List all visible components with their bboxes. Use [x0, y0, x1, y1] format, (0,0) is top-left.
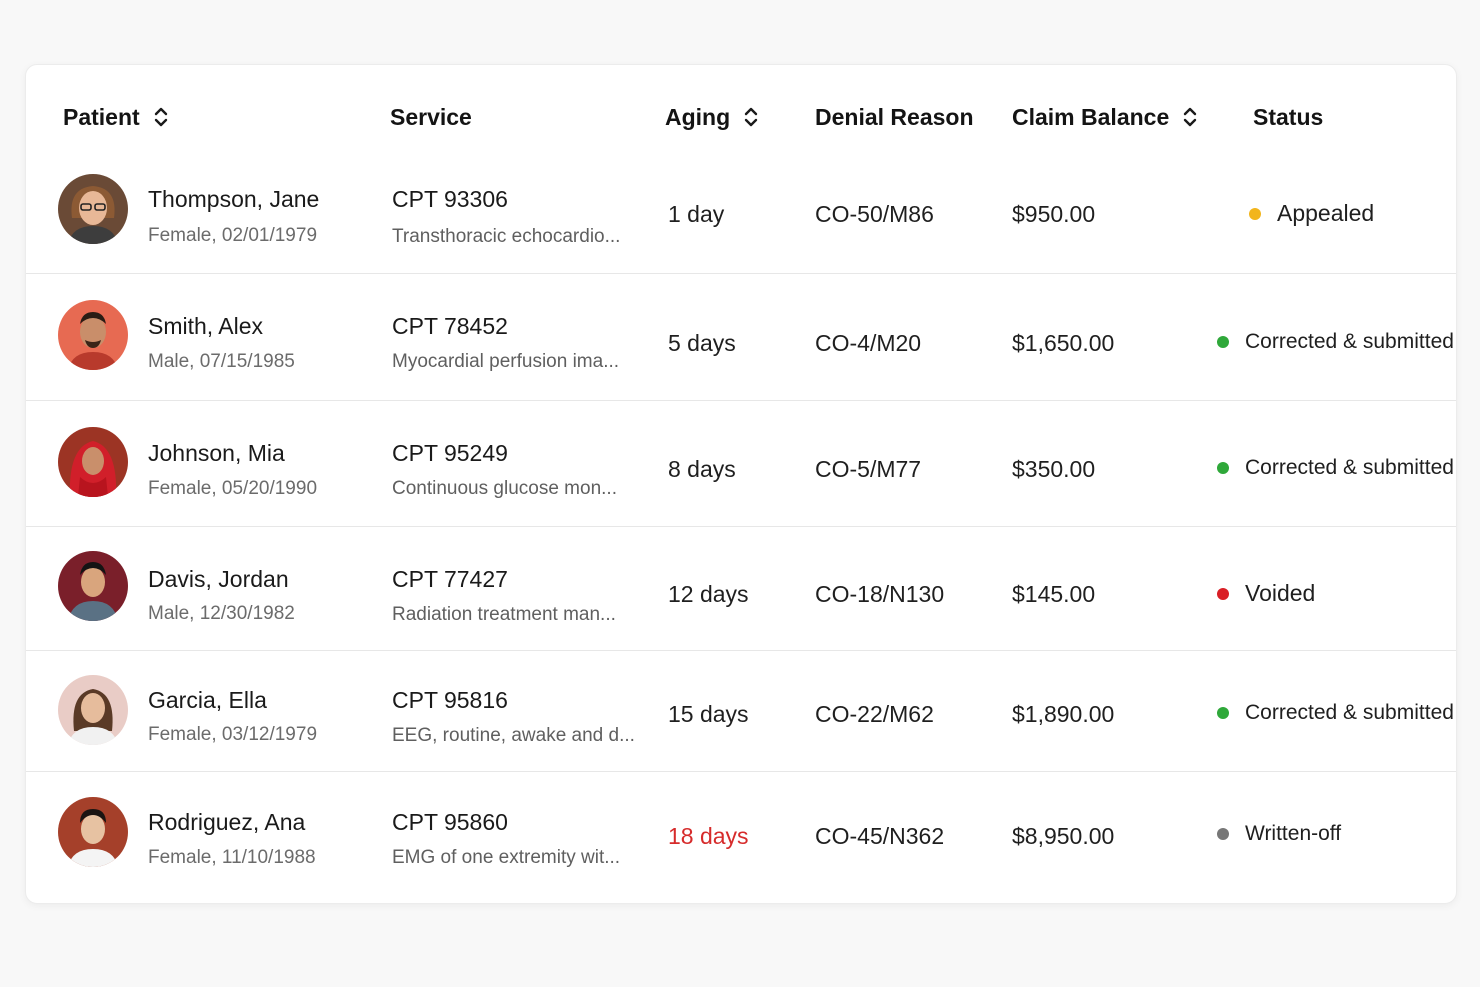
status-badge: Corrected & submitted: [1217, 456, 1454, 480]
status-label: Written-off: [1245, 822, 1342, 845]
column-header-service: Service: [390, 101, 472, 133]
patient-details: Female, 05/20/1990: [148, 478, 318, 499]
column-header-label: Denial Reason: [815, 103, 974, 130]
status-dot-icon: [1249, 207, 1261, 220]
status-dot-icon: [1217, 336, 1229, 348]
sort-arrows-icon[interactable]: [1183, 105, 1197, 129]
status-dot-icon: [1217, 462, 1229, 474]
status-badge: Written-off: [1217, 822, 1341, 846]
table-header: Patient Service Aging Denial Reason Clai…: [26, 65, 1456, 169]
user-avatar-icon: [58, 675, 128, 745]
service-cpt-code: CPT 95860: [392, 809, 508, 835]
patient-name[interactable]: Smith, Alex: [148, 313, 264, 339]
column-header-label: Service: [390, 103, 472, 130]
patient-name[interactable]: Garcia, Ella: [148, 687, 267, 713]
denial-reason: CO-18/N130: [815, 581, 945, 607]
column-header-label: Status: [1253, 103, 1324, 130]
patient-details: Male, 07/15/1985: [148, 351, 295, 372]
denial-reason: CO-4/M20: [815, 330, 922, 356]
aging-value: 8 days: [668, 456, 736, 482]
denial-reason: CO-22/M62: [815, 701, 934, 727]
status-label: Voided: [1245, 580, 1316, 606]
status-label: Corrected & submitted: [1245, 701, 1454, 724]
user-avatar-icon: [58, 551, 128, 621]
service-cpt-code: CPT 93306: [392, 186, 508, 212]
patient-name[interactable]: Johnson, Mia: [148, 440, 285, 466]
status-badge: Corrected & submitted: [1217, 330, 1454, 354]
patient-details: Female, 03/12/1979: [148, 724, 318, 745]
claims-table: Patient Service Aging Denial Reason Clai…: [25, 64, 1457, 904]
service-description: EEG, routine, awake and d...: [392, 725, 635, 746]
status-label: Appealed: [1277, 200, 1375, 226]
column-header-label: Aging: [665, 103, 731, 130]
table-row[interactable]: Smith, Alex Male, 07/15/1985 CPT 78452 M…: [26, 273, 1456, 401]
service-cpt-code: CPT 95249: [392, 440, 508, 466]
column-header-label: Claim Balance: [1012, 103, 1170, 130]
column-header-denial-reason: Denial Reason: [815, 101, 974, 133]
claim-balance: $1,650.00: [1012, 330, 1115, 356]
status-label: Corrected & submitted: [1245, 456, 1454, 479]
claim-balance: $950.00: [1012, 201, 1096, 227]
aging-value: 5 days: [668, 330, 736, 356]
service-description: EMG of one extremity wit...: [392, 847, 621, 868]
patient-name[interactable]: Rodriguez, Ana: [148, 809, 306, 835]
claim-balance: $8,950.00: [1012, 823, 1115, 849]
status-badge: Corrected & submitted: [1217, 701, 1454, 725]
service-description: Myocardial perfusion ima...: [392, 351, 620, 372]
denial-reason: CO-5/M77: [815, 456, 922, 482]
table-row[interactable]: Rodriguez, Ana Female, 11/10/1988 CPT 95…: [26, 771, 1456, 903]
user-avatar-icon: [58, 427, 128, 497]
status-dot-icon: [1217, 828, 1229, 840]
status-badge: Voided: [1217, 580, 1315, 607]
status-badge: Appealed: [1249, 200, 1374, 227]
column-header-status: Status: [1253, 101, 1323, 133]
column-header-label: Patient: [63, 103, 140, 130]
status-dot-icon: [1217, 707, 1229, 719]
denial-reason: CO-45/N362: [815, 823, 945, 849]
patient-details: Female, 11/10/1988: [148, 847, 316, 868]
status-label: Corrected & submitted: [1245, 330, 1454, 353]
status-dot-icon: [1217, 587, 1229, 600]
service-cpt-code: CPT 95816: [392, 687, 508, 713]
table-row[interactable]: Johnson, Mia Female, 05/20/1990 CPT 9524…: [26, 400, 1456, 527]
patient-details: Female, 02/01/1979: [148, 225, 318, 246]
service-description: Continuous glucose mon...: [392, 478, 617, 499]
service-description: Transthoracic echocardio...: [392, 226, 621, 247]
service-cpt-code: CPT 78452: [392, 313, 508, 339]
service-cpt-code: CPT 77427: [392, 566, 508, 592]
table-row[interactable]: Garcia, Ella Female, 03/12/1979 CPT 9581…: [26, 650, 1456, 772]
table-row[interactable]: Thompson, Jane Female, 02/01/1979 CPT 93…: [26, 169, 1456, 273]
claim-balance: $1,890.00: [1012, 701, 1115, 727]
claim-balance: $350.00: [1012, 456, 1096, 482]
sort-arrows-icon[interactable]: [744, 105, 758, 129]
column-header-aging[interactable]: Aging: [665, 101, 758, 133]
user-avatar-icon: [58, 797, 128, 867]
aging-value: 12 days: [668, 581, 749, 607]
aging-value: 1 day: [668, 201, 725, 227]
aging-value: 15 days: [668, 701, 749, 727]
table-row[interactable]: Davis, Jordan Male, 12/30/1982 CPT 77427…: [26, 526, 1456, 651]
service-description: Radiation treatment man...: [392, 604, 616, 625]
aging-value: 18 days: [668, 823, 749, 849]
denial-reason: CO-50/M86: [815, 201, 934, 227]
user-avatar-icon: [58, 300, 128, 370]
claim-balance: $145.00: [1012, 581, 1096, 607]
patient-name[interactable]: Thompson, Jane: [148, 186, 320, 212]
patient-details: Male, 12/30/1982: [148, 603, 295, 624]
column-header-patient[interactable]: Patient: [63, 101, 168, 133]
patient-name[interactable]: Davis, Jordan: [148, 566, 289, 592]
user-avatar-icon: [58, 174, 128, 244]
sort-arrows-icon[interactable]: [154, 105, 168, 129]
column-header-claim-balance[interactable]: Claim Balance: [1012, 101, 1197, 133]
